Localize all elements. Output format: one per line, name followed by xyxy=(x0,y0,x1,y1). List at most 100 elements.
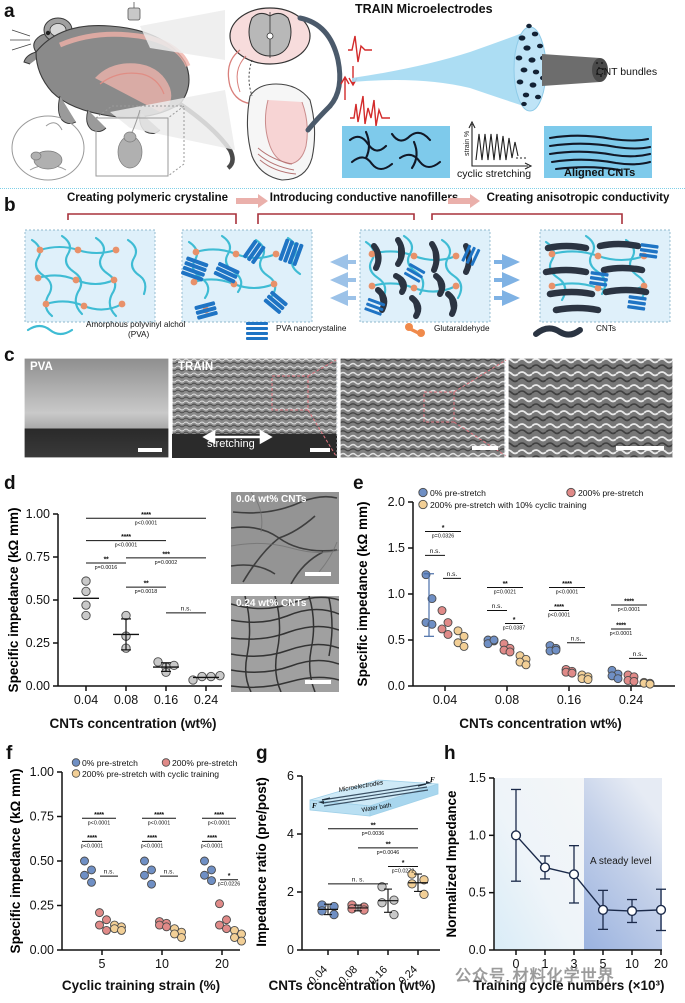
svg-text:p=0.0326: p=0.0326 xyxy=(432,533,455,539)
step-label-2: Introducing conductive nanofillers xyxy=(269,192,459,204)
svg-text:p<0.0001: p<0.0001 xyxy=(81,843,104,849)
svg-text:n.s.: n.s. xyxy=(447,571,458,578)
svg-text:strain %: strain % xyxy=(464,131,471,156)
panel-h-xlabel: Training cycle numbers (×10³) xyxy=(473,978,665,993)
svg-text:1.5: 1.5 xyxy=(388,541,405,555)
step-arrow-2 xyxy=(448,194,480,208)
svg-text:1.5: 1.5 xyxy=(469,771,486,785)
svg-text:20: 20 xyxy=(654,957,668,971)
svg-text:0.50: 0.50 xyxy=(26,593,50,607)
svg-text:p<0.0001: p<0.0001 xyxy=(556,590,579,596)
panel-d-ylabel: Specific impedance (kΩ mm) xyxy=(6,508,21,693)
cnt-bundles-label: CNT bundles xyxy=(596,66,658,78)
panel-f-plot: 0.00 0.25 0.50 0.75 1.00 5 10 20 0% pre-stretc… xyxy=(8,758,246,971)
svg-text:****: **** xyxy=(141,512,151,519)
svg-text:****: **** xyxy=(154,812,164,819)
svg-text:****: **** xyxy=(562,581,572,588)
panel-d-plot: 0.00 0.25 0.50 0.75 1.00 0.04 0.08 0.16 0.24 **… xyxy=(6,507,225,707)
cnt-dots xyxy=(515,23,546,107)
svg-text:0.5: 0.5 xyxy=(469,886,486,900)
svg-text:*: * xyxy=(442,525,445,532)
svg-text:0% pre-stretch: 0% pre-stretch xyxy=(430,488,486,498)
inset-force-right: F xyxy=(430,776,435,784)
panel-b: b Creating polymeric crystaline Introduc… xyxy=(0,190,685,340)
svg-text:6: 6 xyxy=(287,769,294,783)
svg-text:200% pre-stretch with cyclic t: 200% pre-stretch with cyclic training xyxy=(82,769,219,779)
svg-text:p=0.0002: p=0.0002 xyxy=(155,560,178,566)
svg-text:p<0.0001: p<0.0001 xyxy=(618,607,641,613)
svg-text:200% pre-stretch: 200% pre-stretch xyxy=(578,488,644,498)
svg-text:p<0.0001: p<0.0001 xyxy=(141,843,164,849)
svg-text:*: * xyxy=(402,860,405,867)
divider-a-b xyxy=(0,188,685,189)
svg-text:**: ** xyxy=(503,581,508,588)
svg-text:*: * xyxy=(513,617,516,624)
svg-text:n.s.: n.s. xyxy=(571,635,582,642)
svg-text:n. s.: n. s. xyxy=(352,876,365,883)
steady-level-annotation: A steady level xyxy=(590,856,652,867)
stretch-arrows-left xyxy=(330,254,356,306)
panel-c-label: c xyxy=(4,345,15,366)
svg-text:p<0.0001: p<0.0001 xyxy=(135,520,158,526)
svg-text:p<0.0001: p<0.0001 xyxy=(208,820,231,826)
svg-text:****: **** xyxy=(214,812,224,819)
svg-text:n.s.: n.s. xyxy=(181,605,192,612)
stretch-arrows-right xyxy=(494,254,520,306)
cyclic-stretching-label: cyclic stretching xyxy=(457,168,532,180)
svg-text:1.0: 1.0 xyxy=(469,828,486,842)
svg-text:p=0.0046: p=0.0046 xyxy=(377,850,400,856)
svg-text:0.25: 0.25 xyxy=(30,899,54,913)
svg-text:0.24: 0.24 xyxy=(194,693,218,707)
svg-text:p<0.0001: p<0.0001 xyxy=(88,820,111,826)
panel-g-xlabel: CNTs concentration (wt%) xyxy=(268,978,436,993)
svg-text:***: *** xyxy=(162,551,170,558)
panel-e-xlabel: CNTs concentration wt%) xyxy=(459,716,622,731)
svg-text:**: ** xyxy=(386,841,391,848)
svg-text:**: ** xyxy=(371,822,376,829)
svg-text:*: * xyxy=(228,873,231,880)
panel-b-label: b xyxy=(4,195,16,216)
svg-text:1.0: 1.0 xyxy=(388,587,405,601)
panel-h-label: h xyxy=(444,743,456,764)
svg-text:n.s.: n.s. xyxy=(492,603,503,610)
tem-inset-024 xyxy=(231,596,339,692)
mouse-illustration xyxy=(10,2,235,170)
svg-text:0.04: 0.04 xyxy=(433,693,457,707)
svg-text:5: 5 xyxy=(600,957,607,971)
svg-text:0.75: 0.75 xyxy=(30,810,54,824)
panel-f-label: f xyxy=(6,743,13,764)
svg-text:4: 4 xyxy=(287,827,294,841)
svg-text:0.00: 0.00 xyxy=(30,943,54,957)
svg-text:p=0.0016: p=0.0016 xyxy=(95,565,118,571)
svg-text:****: **** xyxy=(87,835,97,842)
svg-text:0.75: 0.75 xyxy=(26,550,50,564)
scale-bars xyxy=(138,446,664,452)
svg-text:p<0.0001: p<0.0001 xyxy=(148,820,171,826)
svg-text:2.0: 2.0 xyxy=(388,495,405,509)
svg-text:5: 5 xyxy=(99,957,106,971)
legend-glutaraldehyde-icon xyxy=(405,323,425,337)
panel-d: d 0.00 0.25 0.50 0.75 1.00 0.04 0.08 0.16 0.24 … xyxy=(0,474,345,739)
panel-a-label: a xyxy=(4,1,15,22)
panel-f-xlabel: Cyclic training strain (%) xyxy=(61,978,221,993)
panel-e-ylabel: Specific impedance (kΩ mm) xyxy=(355,502,370,687)
svg-text:p=0.0387: p=0.0387 xyxy=(503,625,526,631)
panel-h-plot: 0.0 0.5 1.0 1.5 0 1 3 5 10 20 A steady level Nor… xyxy=(444,771,668,971)
legend-label-pva-line1: Amorphous polyvinyl alchol xyxy=(86,320,186,329)
svg-text:0.0: 0.0 xyxy=(469,943,486,957)
svg-text:****: **** xyxy=(554,604,564,611)
aligned-cnts-label: Aligned CNTs xyxy=(564,167,636,179)
water-bath-inset: Microelectrodes Water bath F F xyxy=(309,776,439,817)
roi-markers xyxy=(271,359,507,457)
svg-text:2: 2 xyxy=(287,885,294,899)
panel-c-caption-pva: PVA xyxy=(30,361,53,373)
panel-e: e 0.0 0.5 1.0 1.5 2.0 0.04 0.08 0.16 0.24 0% pr… xyxy=(345,474,685,739)
svg-text:0.0: 0.0 xyxy=(388,679,405,693)
svg-text:0.00: 0.00 xyxy=(26,679,50,693)
svg-text:200% pre-stretch with 10% cycl: 200% pre-stretch with 10% cyclic trainin… xyxy=(430,500,587,510)
svg-text:0: 0 xyxy=(287,943,294,957)
svg-text:1: 1 xyxy=(542,957,549,971)
tem-inset-024-label: 0.24 wt% CNTs xyxy=(236,598,307,609)
